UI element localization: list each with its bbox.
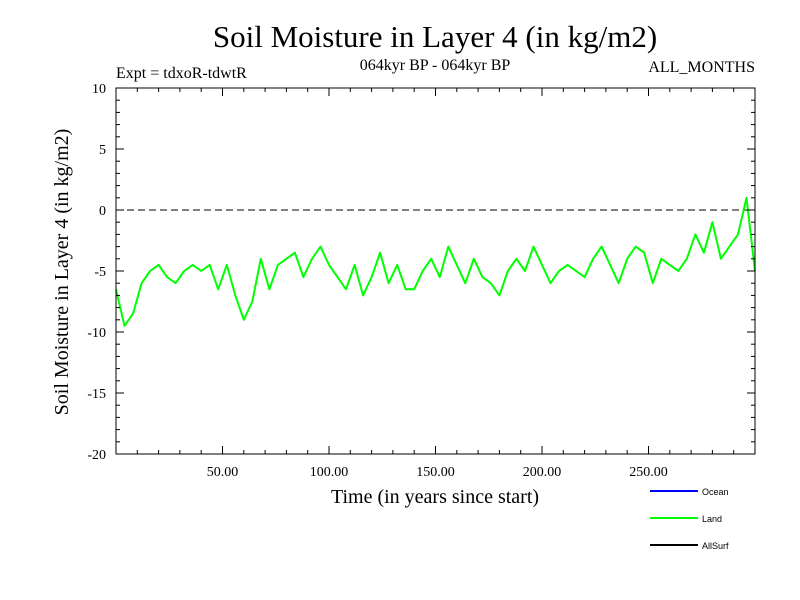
period-label: 064kyr BP - 064kyr BP [360,57,511,74]
x-tick-label: 150.00 [416,465,455,480]
months-label: ALL_MONTHS [648,59,755,76]
x-axis-label: Time (in years since start) [331,486,539,508]
x-tick-label: 50.00 [207,465,239,480]
experiment-label: Expt = tdxoR-tdwtR [116,65,247,82]
y-tick-label: -5 [94,265,106,280]
series-line-land [115,196,756,327]
y-axis-label: Soil Moisture in Layer 4 (in kg/m2) [51,129,73,416]
y-tick-label: -15 [87,387,106,402]
y-tick-label: 5 [99,143,106,158]
legend-label-ocean: Ocean [702,487,729,497]
x-tick-label: 100.00 [310,465,349,480]
legend: Ocean Land AllSurf [650,487,729,551]
chart-title: Soil Moisture in Layer 4 (in kg/m2) [213,19,657,54]
plot-area: 10 5 0 -5 -10 -15 -20 50.00 100.00 150.00 200.00 25… [87,82,756,480]
x-tick-label: 250.00 [629,465,668,480]
y-tick-label: 0 [99,204,106,219]
y-tick-label: -10 [87,326,106,341]
y-tick-label: 10 [92,82,106,97]
x-tick-label: 200.00 [523,465,562,480]
y-tick-label: -20 [87,448,106,463]
legend-label-land: Land [702,514,722,524]
legend-label-allsurf: AllSurf [702,541,729,551]
